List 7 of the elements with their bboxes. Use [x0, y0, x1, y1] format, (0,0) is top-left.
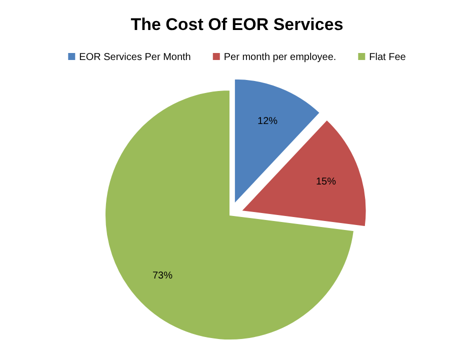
legend-label: Per month per employee.: [224, 52, 336, 63]
data-label: 15%: [316, 176, 336, 188]
data-label: 73%: [152, 270, 173, 282]
legend-label: EOR Services Per Month: [79, 52, 191, 63]
chart-title: The Cost Of EOR Services: [130, 15, 344, 34]
legend-label: Flat Fee: [369, 52, 406, 63]
data-label: 12%: [258, 116, 278, 128]
